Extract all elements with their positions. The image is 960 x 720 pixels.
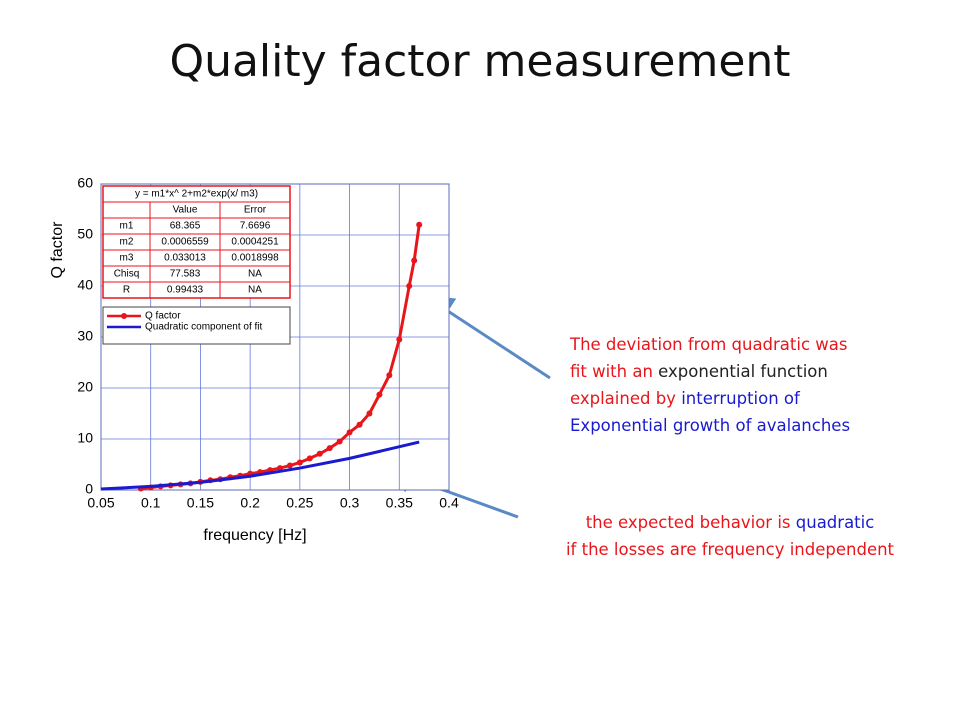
data-point	[346, 429, 353, 436]
annotation: Exponential growth of avalanches	[570, 416, 850, 435]
annotation-segment: if the losses are frequency independent	[566, 540, 895, 559]
y-tick-label: 50	[77, 226, 93, 242]
x-tick-label: 0.25	[286, 495, 313, 511]
x-tick-label: 0.4	[439, 495, 459, 511]
table-header: Error	[244, 205, 267, 216]
table-cell: 0.99433	[167, 285, 204, 296]
table-cell: Chisq	[114, 269, 140, 280]
fit-table-title: y = m1*x^ 2+m2*exp(x/ m3)	[135, 189, 258, 200]
table-cell: 7.6696	[240, 221, 271, 232]
table-cell: m1	[120, 221, 134, 232]
data-point	[316, 450, 323, 457]
data-point	[326, 445, 333, 452]
data-point	[286, 462, 293, 469]
table-cell: 0.033013	[164, 253, 206, 264]
table-cell: 0.0004251	[231, 237, 279, 248]
annotation-segment: explained by	[570, 389, 681, 408]
data-point	[336, 438, 343, 445]
annotation-segment: fit with an	[570, 362, 658, 381]
table-cell: 68.365	[170, 221, 201, 232]
legend-marker	[121, 313, 127, 319]
annotation-segment: exponential function	[658, 362, 828, 381]
y-axis-label: Q factor	[49, 221, 66, 279]
y-tick-label: 40	[77, 277, 93, 293]
annotation: the expected behavior is quadratic	[586, 513, 875, 532]
x-axis-label: frequency [Hz]	[203, 527, 306, 544]
x-tick-label: 0.3	[340, 495, 360, 511]
x-tick-label: 0.1	[141, 495, 161, 511]
legend-label: Quadratic component of fit	[145, 322, 263, 333]
table-cell: NA	[248, 285, 262, 296]
annotation-segment: Exponential growth of avalanches	[570, 416, 850, 435]
data-point	[356, 421, 363, 428]
x-tick-label: 0.05	[87, 495, 114, 511]
annotation-segment: quadratic	[796, 513, 875, 532]
y-tick-label: 30	[77, 328, 93, 344]
y-tick-label: 10	[77, 430, 93, 446]
y-tick-label: 0	[85, 481, 93, 497]
annotation: if the losses are frequency independent	[566, 540, 895, 559]
table-cell: 0.0006559	[161, 237, 209, 248]
fit-table	[102, 185, 291, 299]
y-tick-label: 60	[77, 175, 93, 191]
x-tick-label: 0.35	[386, 495, 413, 511]
data-point	[416, 221, 423, 228]
table-cell: m3	[120, 253, 134, 264]
table-cell: R	[123, 285, 130, 296]
data-point	[386, 372, 393, 379]
table-cell: NA	[248, 269, 262, 280]
table-cell: 0.0018998	[231, 253, 279, 264]
legend	[102, 306, 291, 345]
data-point	[306, 455, 313, 462]
annotation: The deviation from quadratic was	[569, 335, 848, 354]
series-line	[100, 440, 420, 491]
data-point	[296, 459, 303, 466]
annotation: fit with an exponential function	[570, 362, 828, 381]
annotation-segment: the expected behavior is	[586, 513, 796, 532]
x-tick-label: 0.2	[240, 495, 260, 511]
slide-title: Quality factor measurement	[169, 36, 790, 87]
annotation-segment: The deviation from quadratic was	[569, 335, 848, 354]
data-point	[376, 391, 383, 398]
annotation: explained by interruption of	[570, 389, 801, 408]
y-tick-label: 20	[77, 379, 93, 395]
data-point	[396, 336, 403, 343]
table-header: Value	[173, 205, 198, 216]
data-point	[411, 257, 418, 264]
table-cell: 77.583	[170, 269, 201, 280]
table-cell: m2	[120, 237, 134, 248]
data-point	[366, 410, 373, 417]
legend-label: Q factor	[145, 311, 181, 322]
annotation-segment: interruption of	[681, 389, 801, 408]
x-tick-label: 0.15	[187, 495, 214, 511]
data-point	[406, 283, 413, 289]
